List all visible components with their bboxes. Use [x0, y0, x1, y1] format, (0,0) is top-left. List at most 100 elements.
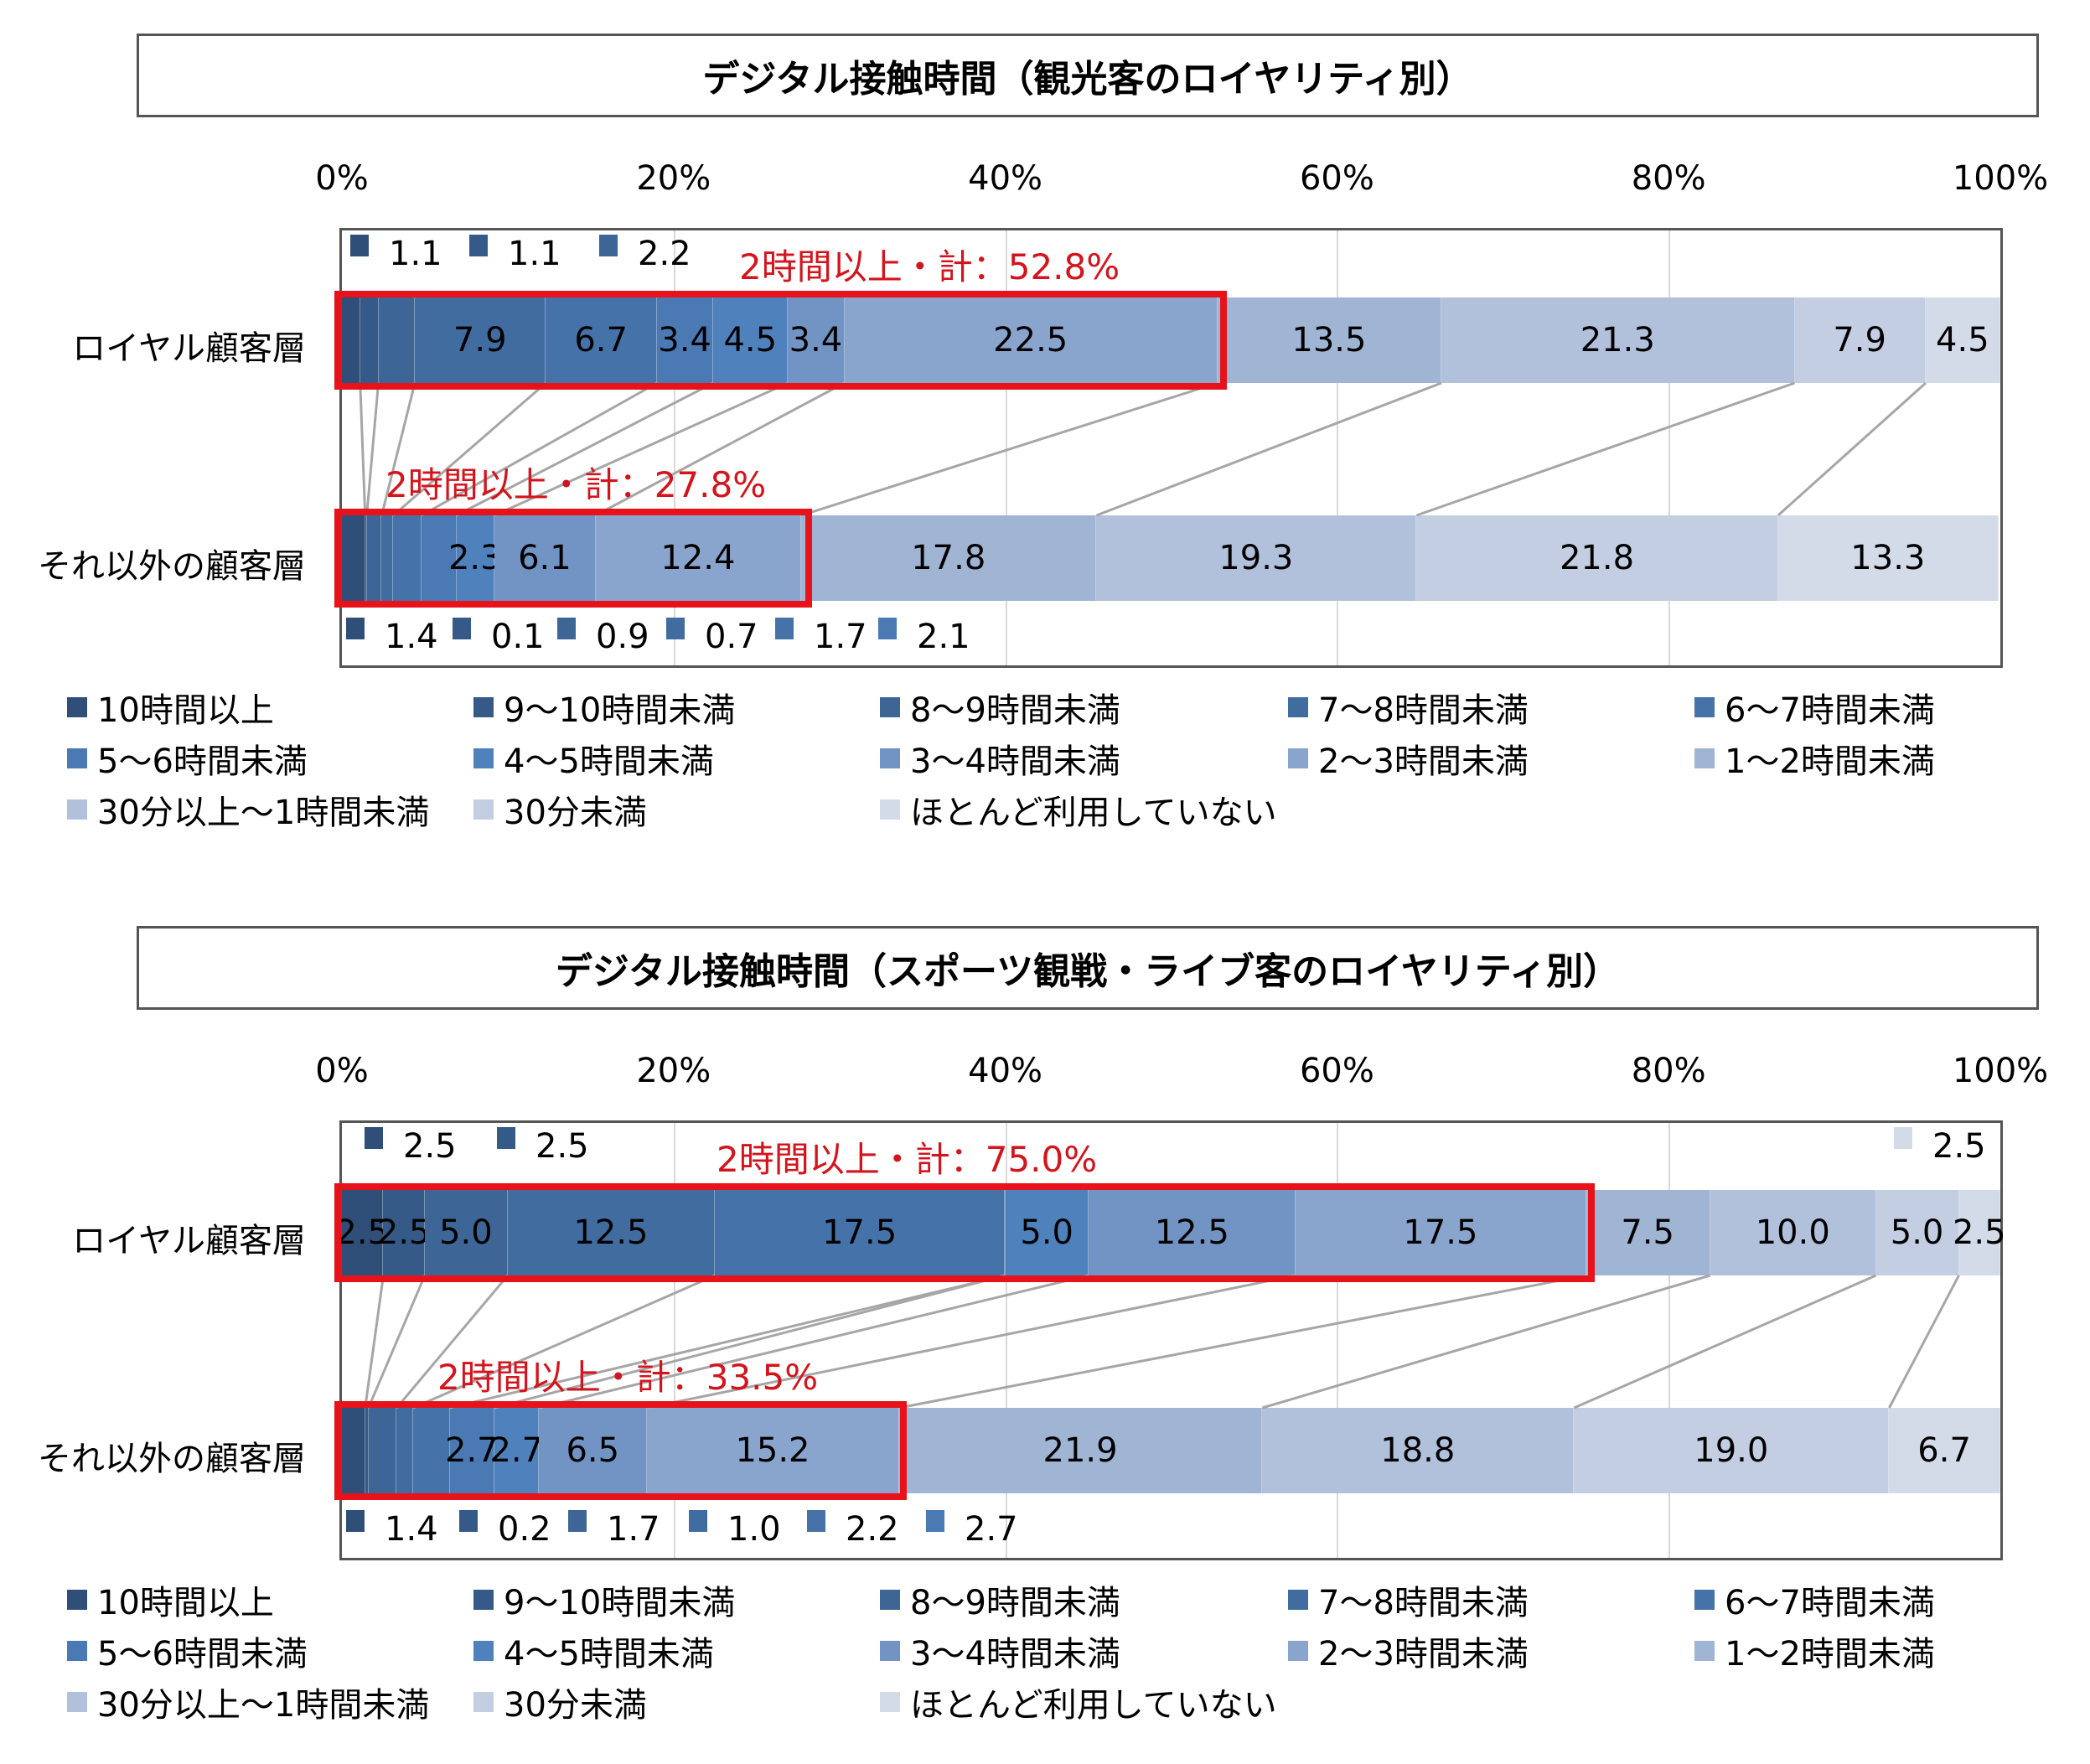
data-label: 7.5: [1621, 1213, 1674, 1252]
legend-item: 10時間以上: [67, 683, 274, 732]
data-label: 6.7: [574, 321, 628, 360]
bar-segment[interactable]: 13.3: [1777, 515, 1999, 601]
data-label: 19.0: [1694, 1431, 1769, 1470]
data-label: 21.9: [1042, 1431, 1118, 1470]
bar-segment[interactable]: [342, 515, 365, 601]
bar-segment[interactable]: [421, 515, 457, 601]
bar-segment[interactable]: 7.9: [415, 297, 546, 383]
bar-segment[interactable]: [368, 1408, 397, 1493]
legend-swatch-icon: [1694, 697, 1715, 717]
legend-label: 4〜5時間未満: [504, 742, 714, 781]
bar-segment[interactable]: [342, 297, 360, 383]
bar-segment[interactable]: 12.4: [595, 515, 802, 601]
data-label: 2.2: [846, 1510, 899, 1549]
legend-item: 5〜6時間未満: [67, 734, 308, 783]
bar-segment[interactable]: 3.4: [788, 297, 845, 383]
bar-segment[interactable]: 22.5: [844, 297, 1218, 383]
bar-segment[interactable]: [381, 515, 394, 601]
data-label: 2.5: [403, 1127, 457, 1166]
bar-segment[interactable]: 12.5: [507, 1190, 716, 1275]
bar-segment[interactable]: [378, 297, 416, 383]
bar-segment[interactable]: 10.0: [1710, 1190, 1876, 1275]
legend-swatch-icon: [67, 799, 87, 820]
legend-item: 8〜9時間未満: [880, 1575, 1120, 1624]
bar-segment[interactable]: 15.2: [647, 1408, 899, 1493]
legend-label: 6〜7時間未満: [1725, 1584, 1935, 1622]
bar-segment[interactable]: 2.3: [448, 515, 502, 601]
bar-segment[interactable]: 18.8: [1262, 1408, 1575, 1493]
data-label: 1.4: [385, 1510, 438, 1549]
data-label: 7.9: [453, 321, 507, 360]
data-label: 17.5: [1403, 1213, 1478, 1252]
bar-segment[interactable]: [393, 515, 422, 601]
bar-segment[interactable]: 6.5: [539, 1408, 648, 1493]
legend-item: 4〜5時間未満: [473, 1627, 714, 1675]
highlight-annotation: 2時間以上・計：75.0%: [716, 1139, 1098, 1180]
data-label-external: 2.5: [365, 1127, 457, 1166]
bar-segment[interactable]: [365, 515, 367, 601]
legend-item: 2〜3時間未満: [1288, 734, 1529, 783]
x-axis-tick-label: 100%: [1952, 159, 2049, 198]
data-label: 0.2: [498, 1510, 551, 1549]
legend-swatch-icon: [1694, 748, 1715, 768]
legend-swatch-icon: [453, 618, 471, 639]
bar-segment[interactable]: 2.5: [335, 1190, 389, 1275]
bar-segment[interactable]: [413, 1408, 450, 1493]
data-label: 1.7: [814, 618, 867, 656]
bar-segment[interactable]: [360, 297, 379, 383]
bar-segment[interactable]: 2.5: [377, 1190, 431, 1275]
bar-segment[interactable]: 19.0: [1574, 1408, 1890, 1493]
data-label-external: 1.7: [568, 1510, 660, 1549]
bar-segment[interactable]: 2.7: [489, 1408, 543, 1493]
highlight-annotation: 2時間以上・計：52.8%: [739, 246, 1120, 287]
bar-segment[interactable]: 12.5: [1089, 1190, 1296, 1275]
bar-segment[interactable]: 4.5: [713, 297, 789, 383]
stacked-bar: 2.7 2.7 6.5 15.2 21.9 18.8 19.0 6.7: [342, 1408, 2000, 1493]
bar-segment[interactable]: [365, 1408, 369, 1493]
bar-segment[interactable]: 17.8: [801, 515, 1097, 601]
bar-segment[interactable]: 6.7: [1889, 1408, 2000, 1493]
legend-swatch-icon: [878, 618, 897, 639]
legend-label: 3〜4時間未満: [910, 1635, 1120, 1673]
bar-segment[interactable]: 19.3: [1096, 515, 1417, 601]
bar-segment[interactable]: 21.3: [1441, 297, 1795, 383]
bar-segment[interactable]: 7.5: [1586, 1190, 1710, 1275]
bar-segment[interactable]: [396, 1408, 414, 1493]
bar-segment[interactable]: 2.7: [445, 1408, 499, 1493]
bar-segment[interactable]: 2.5: [1953, 1190, 2006, 1275]
bar-segment[interactable]: 3.4: [656, 297, 714, 383]
legend-swatch-icon: [599, 235, 618, 256]
bar-segment[interactable]: 6.7: [546, 297, 657, 383]
legend-swatch-icon: [557, 618, 576, 639]
bar-segment[interactable]: [342, 1408, 365, 1493]
data-label-external: 1.4: [346, 1510, 438, 1549]
legend-swatch-icon: [880, 697, 900, 717]
legend-swatch-icon: [346, 1510, 365, 1532]
bar-segment[interactable]: [1005, 1190, 1006, 1275]
legend-swatch-icon: [67, 1692, 87, 1712]
bar-segment[interactable]: 21.9: [898, 1408, 1263, 1493]
bar-segment[interactable]: [366, 515, 382, 601]
bar-segment[interactable]: 5.0: [1875, 1190, 1959, 1275]
legend-item: 10時間以上: [67, 1575, 274, 1624]
bar-segment[interactable]: 17.5: [715, 1190, 1006, 1275]
data-label: 12.4: [660, 539, 736, 577]
bar-segment[interactable]: 6.1: [494, 515, 596, 601]
bar-segment[interactable]: 7.9: [1794, 297, 1926, 383]
bar-segment[interactable]: 5.0: [1006, 1190, 1089, 1275]
data-label: 0.9: [596, 618, 649, 656]
legend-item: 6〜7時間未満: [1694, 683, 1935, 732]
bar-segment[interactable]: 5.0: [424, 1190, 508, 1275]
data-label: 5.0: [1020, 1213, 1073, 1252]
bar-segment[interactable]: 13.5: [1217, 297, 1441, 383]
legend-label: 3〜4時間未満: [910, 742, 1120, 781]
highlight-box: [334, 509, 813, 608]
legend-swatch-icon: [473, 1590, 494, 1610]
bar-segment[interactable]: 21.8: [1416, 515, 1778, 601]
x-axis-tick-label: 20%: [636, 159, 711, 198]
legend-item: 30分未満: [473, 1678, 647, 1726]
bar-segment[interactable]: 17.5: [1296, 1190, 1586, 1275]
data-label: 17.5: [822, 1213, 898, 1252]
data-label: 15.2: [735, 1431, 810, 1470]
bar-segment[interactable]: 4.5: [1925, 297, 2000, 383]
